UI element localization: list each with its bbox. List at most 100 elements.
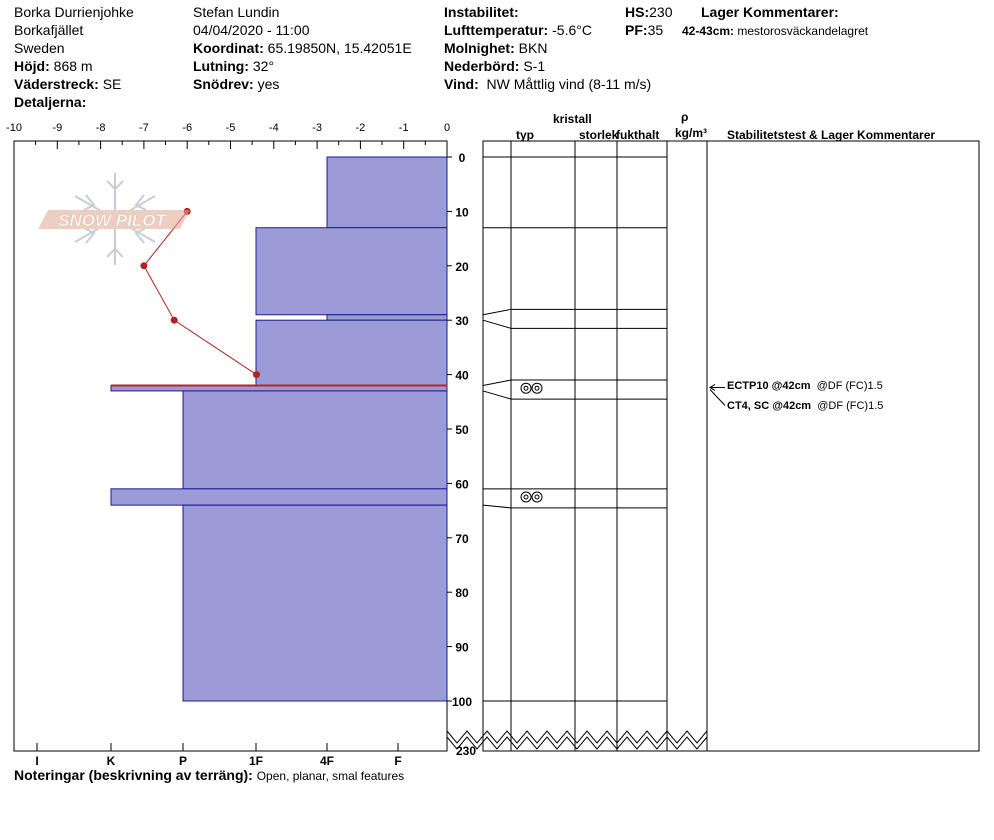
- coordinate-label: Koordinat:: [193, 40, 264, 56]
- wind-loading-row: Snödrev: yes: [193, 75, 279, 93]
- depth-break-zigzag-top: [446, 730, 708, 744]
- temp-tick-label: -3: [312, 122, 322, 134]
- table-frame: [482, 140, 980, 752]
- layer-comment-row: 42-43cm: mestorosväckandelagret: [682, 22, 868, 40]
- depth-bottom-label: 230: [456, 744, 476, 758]
- hs-row: HS:230: [625, 3, 672, 21]
- moisture-header: fukthalt: [616, 128, 660, 142]
- depth-tick-label: 100: [452, 695, 472, 709]
- hs-label: HS:: [625, 4, 650, 20]
- hardness-layer-7: [182, 504, 448, 702]
- temp-tick-label: -8: [96, 122, 106, 134]
- melt-form-icon: [534, 494, 540, 500]
- slope-value: 32°: [252, 58, 275, 74]
- sky-label: Molnighet:: [444, 40, 515, 56]
- coordinate-row: Koordinat: 65.19850N, 15.42051E: [193, 39, 412, 57]
- pf-label: PF:: [625, 22, 648, 38]
- precip-value: S-1: [523, 58, 546, 74]
- hardness-layer-2: [326, 314, 448, 321]
- hardness-layer-6: [110, 488, 448, 506]
- depth-tick-label: 40: [455, 369, 469, 383]
- pf-row: PF:35: [625, 21, 663, 39]
- hardness-tick-label: 1F: [249, 754, 263, 768]
- melt-form-icon: [523, 385, 529, 391]
- layer-comments-label: Lager Kommentarer:: [701, 4, 839, 20]
- melt-form-icon: [531, 491, 543, 503]
- crystal-table: [446, 140, 980, 752]
- layer-comment-depth: 42-43cm:: [682, 24, 735, 38]
- wind-loading-label: Snödrev:: [193, 76, 254, 92]
- depth-tick-label: 20: [455, 260, 469, 274]
- temperature-point: [252, 371, 260, 379]
- stability-arrow-head: [709, 384, 716, 391]
- layer-connector: [482, 319, 512, 329]
- temp-tick-label: -4: [269, 122, 279, 134]
- hardness-tick-label: F: [394, 754, 401, 768]
- logo-banner: [38, 210, 190, 229]
- depth-tick-label: 30: [455, 314, 469, 328]
- density-header: ρ: [681, 110, 689, 124]
- temp-tick-label: 0: [444, 122, 450, 134]
- crystal-header: kristall: [553, 112, 592, 126]
- air-temp-row: Lufttemperatur: -5.6°C: [444, 21, 592, 39]
- logo-text: SNOW PILOT: [58, 211, 167, 230]
- slope-row: Lutning: 32°: [193, 57, 274, 75]
- melt-form-icon: [520, 382, 532, 394]
- notes-row: Noteringar (beskrivning av terräng): Ope…: [14, 766, 404, 785]
- area-name: Borkafjället: [14, 22, 84, 38]
- stability-arrow: [709, 389, 726, 406]
- temp-tick-label: -9: [52, 122, 62, 134]
- air-temp-label: Lufttemperatur:: [444, 22, 549, 38]
- depth-tick-label: 70: [455, 532, 469, 546]
- hardness-layer-0: [326, 156, 448, 229]
- layer-comment-text: mestorosväckandelagret: [737, 24, 869, 38]
- elevation-label: Höjd:: [14, 58, 50, 74]
- slope-label: Lutning:: [193, 58, 249, 74]
- snowpilot-logo: SNOW PILOT: [38, 173, 190, 265]
- hardness-layer-3: [255, 319, 448, 386]
- hardness-tick-label: I: [35, 754, 38, 768]
- temp-tick-label: -5: [226, 122, 236, 134]
- hardness-tick-label: 4F: [320, 754, 334, 768]
- layer-connector: [482, 390, 512, 400]
- size-header: storlek: [579, 128, 619, 142]
- layer-connector: [482, 504, 512, 509]
- temperature-point: [140, 262, 148, 270]
- depth-tick-label: 10: [455, 205, 469, 219]
- elevation-value: 868 m: [53, 58, 93, 74]
- pf-value: 35: [647, 22, 664, 38]
- stability-test-2-name: CT4, SC @42cm: [727, 400, 812, 412]
- melt-form-icon: [520, 491, 532, 503]
- temp-tick-label: -10: [6, 122, 22, 134]
- temp-tick-label: -6: [182, 122, 192, 134]
- stability-test-2: CT4, SC @42cm @DF (FC)1.5: [727, 397, 883, 415]
- hardness-tick-label: K: [107, 754, 116, 768]
- country-name: Sweden: [14, 40, 65, 56]
- elevation-row: Höjd: 868 m: [14, 57, 93, 75]
- wind-loading-value: yes: [257, 76, 280, 92]
- type-header: typ: [516, 128, 534, 142]
- temp-tick-label: -7: [139, 122, 149, 134]
- stability-test-1-name: ECTP10 @42cm: [727, 380, 811, 392]
- wind-label: Vind:: [444, 76, 479, 92]
- depth-tick-label: 80: [455, 586, 469, 600]
- temp-tick-label: -1: [399, 122, 409, 134]
- sky-row: Molnighet: BKN: [444, 39, 547, 57]
- instability-label: Instabilitet:: [444, 4, 519, 20]
- hardness-layer-1: [255, 227, 448, 316]
- temp-tick-label: -2: [356, 122, 366, 134]
- notes-text: Open, planar, smal features: [256, 769, 405, 783]
- aspect-label: Väderstreck:: [14, 76, 99, 92]
- depth-tick-label: 50: [455, 423, 469, 437]
- hs-value: 230: [649, 4, 673, 20]
- observation-datetime: 04/04/2020 - 11:00: [193, 22, 310, 38]
- notes-label: Noteringar (beskrivning av terräng):: [14, 767, 253, 783]
- wind-row: Vind: NW Måttlig vind (8-11 m/s): [444, 75, 651, 93]
- depth-tick-label: 60: [455, 477, 469, 491]
- precip-row: Nederbörd: S-1: [444, 57, 545, 75]
- stability-header: Stabilitetstest & Lager Kommentarer: [727, 128, 936, 142]
- snow-profile-chart: -10 -9 -8 -7 -6 -5 -4 -3 -2 -1 0I K P 1F 4F F0102030405…: [6, 122, 980, 768]
- hardness-tick-label: P: [179, 754, 187, 768]
- air-temp-value: -5.6°C: [552, 22, 592, 38]
- temperature-point: [170, 316, 178, 324]
